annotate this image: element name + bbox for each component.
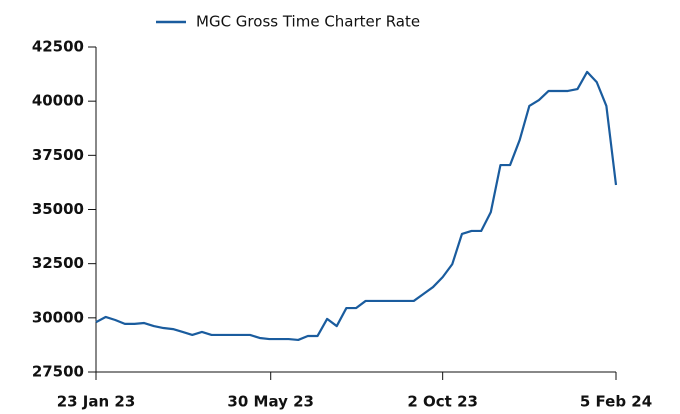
x-tick-label: 30 May 23 (227, 393, 314, 411)
y-tick-label: 32500 (32, 254, 84, 272)
y-tick-label: 30000 (32, 308, 84, 326)
y-tick-label: 27500 (32, 363, 84, 381)
legend-label: MGC Gross Time Charter Rate (196, 13, 420, 31)
x-tick-label: 23 Jan 23 (57, 393, 136, 411)
y-tick-label: 40000 (32, 92, 84, 110)
y-tick-label: 35000 (32, 200, 84, 218)
series-line (95, 70, 618, 342)
x-tick-label: 2 Oct 23 (407, 393, 478, 411)
x-tick-label: 5 Feb 24 (580, 393, 652, 411)
y-tick-label: 42500 (32, 38, 84, 56)
y-tick-label: 37500 (32, 146, 84, 164)
